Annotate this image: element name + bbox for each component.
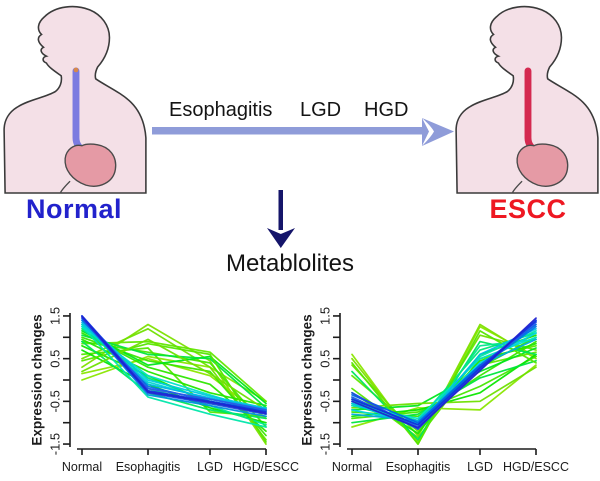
svg-text:Normal: Normal [332,460,372,474]
svg-text:LGD: LGD [197,460,223,474]
svg-text:Normal: Normal [62,460,102,474]
svg-text:LGD: LGD [467,460,493,474]
svg-text:HGD/ESCC: HGD/ESCC [503,460,569,474]
escc-label: ESCC [489,194,567,224]
esophagus-tip [73,67,79,73]
svg-text:-0.5: -0.5 [48,390,63,412]
svg-text:0.5: 0.5 [48,350,63,368]
stomach-icon [511,143,569,194]
svg-text:1.5: 1.5 [48,307,63,325]
svg-text:Esophagitis: Esophagitis [386,460,451,474]
svg-text:1.5: 1.5 [318,307,333,325]
svg-text:-1.5: -1.5 [48,433,63,455]
svg-text:HGD/ESCC: HGD/ESCC [233,460,299,474]
progression-arrow-icon [152,118,454,146]
svg-text:0.5: 0.5 [318,350,333,368]
escc-body-figure [455,5,599,194]
normal-body-figure [3,5,147,194]
stage-label-hgd: HGD [364,99,409,121]
stomach-icon [59,143,117,194]
stage-label-esophagitis: Esophagitis [169,99,273,121]
down-arrow-icon [267,190,295,248]
metabolites-title: Metablolites [225,250,355,277]
stage-label-lgd: LGD [300,99,342,121]
svg-text:Esophagitis: Esophagitis [116,460,181,474]
svg-text:-0.5: -0.5 [318,390,333,412]
svg-text:Expression changes: Expression changes [300,314,315,445]
svg-text:Expression changes: Expression changes [30,314,45,445]
svg-text:-1.5: -1.5 [318,433,333,455]
normal-label: Normal [25,194,123,224]
